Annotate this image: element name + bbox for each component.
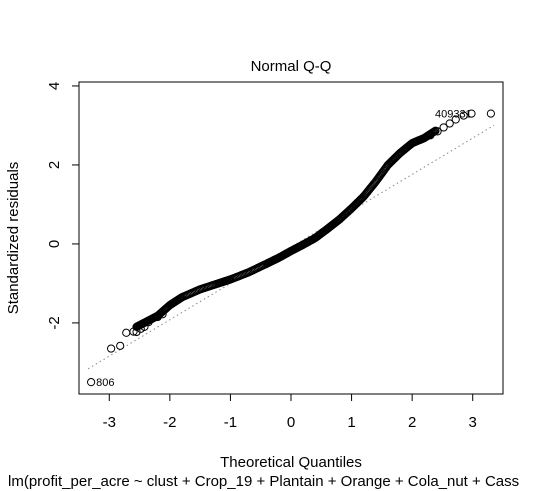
- qq-point: [467, 109, 476, 118]
- x-tick-label: 2: [408, 414, 416, 431]
- qq-point: [129, 327, 138, 336]
- qq-point: [107, 344, 116, 353]
- x-tick-label: -3: [103, 414, 116, 431]
- qq-point: [144, 318, 153, 327]
- qq-point: [158, 310, 167, 319]
- qq-point: [433, 127, 442, 136]
- y-tick-label: 0: [46, 240, 63, 248]
- qq-point: [140, 322, 149, 331]
- qq-point: [439, 123, 448, 132]
- qq-point: [122, 328, 131, 337]
- chart-title: Normal Q-Q: [251, 58, 332, 75]
- qq-point: [445, 119, 454, 128]
- y-axis: -2 0 2 4: [46, 82, 80, 330]
- x-tick-label: 0: [287, 414, 295, 431]
- x-tick-label: 3: [469, 414, 477, 431]
- qq-point: [451, 115, 460, 124]
- x-tick-label: -2: [163, 414, 176, 431]
- y-tick-label: -2: [46, 316, 63, 329]
- outlier-label: 806: [96, 377, 114, 389]
- y-tick-label: 4: [46, 82, 63, 90]
- x-tick-label: -1: [224, 414, 237, 431]
- qq-point: [459, 111, 468, 120]
- x-axis-label: Theoretical Quantiles: [220, 454, 362, 471]
- qq-point: [426, 131, 435, 140]
- qq-point: [87, 378, 96, 387]
- y-tick-label: 2: [46, 161, 63, 169]
- quantile-curve: [132, 126, 440, 331]
- outlier-label: 409331: [435, 109, 472, 121]
- x-tick-label: 1: [347, 414, 355, 431]
- qq-point: [116, 341, 125, 350]
- qq-point: [153, 312, 162, 322]
- x-axis: -3 -2 -1 0 1 2 3: [103, 393, 477, 431]
- qq-point: [486, 109, 495, 118]
- data-points: 806 409331: [87, 109, 495, 389]
- y-axis-label: Standardized residuals: [5, 162, 22, 315]
- model-subtitle: lm(profit_per_acre ~ clust + Crop_19 + P…: [8, 473, 519, 490]
